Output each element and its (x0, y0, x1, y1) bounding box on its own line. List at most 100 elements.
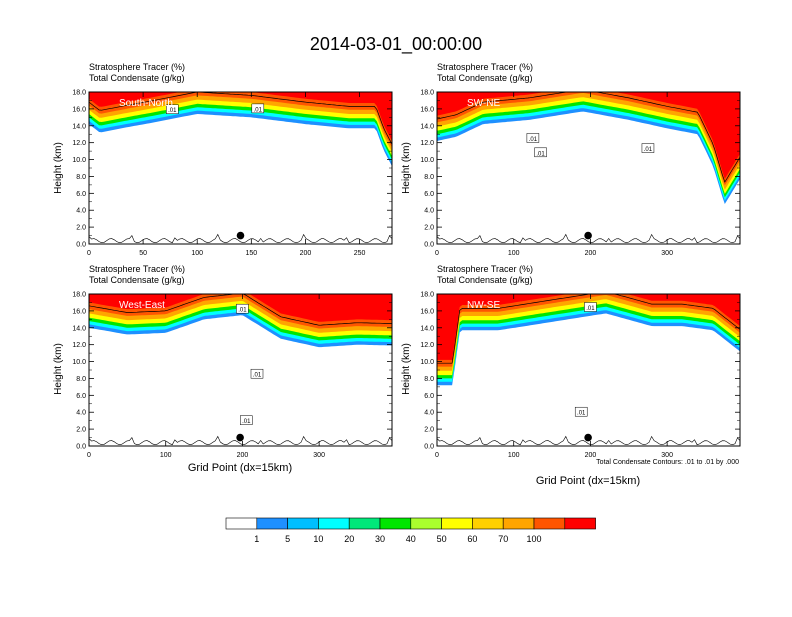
ytick-label: 10.0 (420, 359, 434, 366)
ytick-label: 0.0 (424, 444, 434, 451)
tracer-band-2 (437, 92, 740, 198)
contour-label-text: .01 (253, 373, 262, 379)
colorbar-swatch (256, 517, 288, 530)
contour-label-text: .01 (238, 308, 247, 314)
tracer-band-3 (437, 294, 740, 376)
xtick-label: 200 (237, 452, 249, 459)
colorbar-swatch (348, 517, 381, 530)
ytick-label: 0.0 (424, 242, 434, 249)
ytick-label: 14.0 (420, 325, 434, 332)
xtick-label: 0 (87, 452, 91, 459)
contour-label-0: .01 (526, 133, 540, 143)
contour-label-0: .01 (236, 303, 249, 314)
ytick-label: 8.0 (76, 376, 86, 383)
tracer-band-6 (437, 294, 740, 360)
tracer-band-5 (89, 92, 392, 148)
contour-label-text: .01 (586, 306, 595, 312)
ytick-label: 2.0 (424, 427, 434, 434)
panel-4-ylabel: Height (km) (401, 343, 412, 395)
ytick-label: 16.0 (72, 308, 86, 315)
contour-label-0: .01 (584, 302, 597, 312)
ytick-label: 12.0 (420, 342, 434, 349)
ytick-label: 4.0 (424, 410, 434, 417)
colorbar-label: 1 (254, 534, 259, 544)
colorbar-swatch (533, 517, 566, 530)
contour-footnote: Total Condensate Contours: .01 to .01 by… (596, 459, 739, 466)
figure-title: 2014-03-01_00:00:00 (310, 34, 482, 55)
ytick-label: 6.0 (76, 191, 86, 198)
panel-3-xlabel: Grid Point (dx=15km) (188, 462, 292, 474)
xtick-label: 300 (313, 452, 325, 459)
xtick-label: 300 (661, 452, 673, 459)
tracer-field (89, 294, 392, 446)
tracer-band-3 (437, 92, 740, 194)
panel-south-north: .01.01South-North0.02.04.06.08.010.012.0… (72, 90, 393, 257)
xtick-label: 50 (139, 250, 147, 257)
contour-label-0: .01 (166, 104, 179, 114)
ytick-label: 14.0 (72, 325, 86, 332)
contour-label-text: .01 (644, 147, 653, 153)
contour-label-box (526, 133, 540, 143)
surface-contour (89, 435, 392, 446)
contour-label-text: .01 (577, 411, 586, 417)
ytick-label: 6.0 (76, 393, 86, 400)
tracer-field (437, 294, 740, 446)
section-label: West-East (119, 300, 165, 311)
ytick-label: 12.0 (72, 342, 86, 349)
panel-4-xlabel: Grid Point (dx=15km) (536, 475, 640, 487)
contour-label-box (240, 415, 253, 425)
contour-label-1: .01 (534, 147, 547, 157)
contour-label-1: .01 (250, 368, 264, 379)
colorbar-swatch (441, 517, 473, 530)
panel-3-header-tracer: Stratosphere Tracer (%) (89, 264, 185, 274)
colorbar: 1 5 10 20 30 40 50 60 70 100 (225, 517, 596, 544)
panel-4-header-condensate: Total Condensate (g/kg) (437, 275, 533, 285)
ytick-label: 18.0 (72, 90, 86, 97)
ytick-label: 4.0 (76, 410, 86, 417)
xtick-label: 200 (585, 250, 597, 257)
ytick-label: 16.0 (420, 106, 434, 113)
ytick-label: 16.0 (72, 106, 86, 113)
colorbar-label: 30 (375, 534, 385, 544)
location-marker (584, 433, 592, 442)
section-label: NW-SE (467, 300, 500, 311)
ytick-label: 10.0 (420, 157, 434, 164)
section-label: SW-NE (467, 98, 500, 109)
panel-2-header-tracer: Stratosphere Tracer (%) (437, 62, 533, 72)
location-marker (584, 231, 592, 240)
tracer-band-6 (89, 92, 392, 141)
tracer-field (89, 92, 392, 244)
contour-label-box (166, 104, 179, 114)
contour-label-box (236, 303, 249, 314)
ytick-label: 8.0 (76, 174, 86, 181)
ytick-label: 18.0 (420, 90, 434, 97)
colorbar-swatch (472, 517, 504, 530)
ytick-label: 18.0 (420, 292, 434, 299)
ytick-label: 0.0 (76, 242, 86, 249)
condensate-contour (89, 92, 392, 145)
panel-2-header-condensate: Total Condensate (g/kg) (437, 73, 533, 83)
panel-2-ylabel: Height (km) (401, 142, 412, 194)
contour-label-1: .01 (251, 103, 265, 114)
ytick-label: 10.0 (72, 359, 86, 366)
surface-contour (437, 435, 740, 446)
colorbar-label: 20 (344, 534, 354, 544)
xtick-label: 200 (300, 250, 312, 257)
xtick-label: 300 (661, 250, 673, 257)
contour-label-box (251, 103, 265, 114)
contour-label-text: .01 (254, 107, 263, 113)
condensate-contour (89, 294, 392, 326)
contour-label-text: .01 (536, 151, 545, 157)
xtick-label: 200 (585, 452, 597, 459)
section-label: South-North (119, 98, 173, 109)
panel-4-header-tracer: Stratosphere Tracer (%) (437, 264, 533, 274)
xtick-label: 250 (354, 250, 366, 257)
colorbar-label: 70 (498, 534, 508, 544)
ytick-label: 12.0 (72, 140, 86, 147)
ytick-label: 4.0 (76, 208, 86, 215)
xtick-label: 100 (508, 452, 520, 459)
panel-1-header-condensate: Total Condensate (g/kg) (89, 73, 185, 83)
ytick-label: 18.0 (72, 292, 86, 299)
